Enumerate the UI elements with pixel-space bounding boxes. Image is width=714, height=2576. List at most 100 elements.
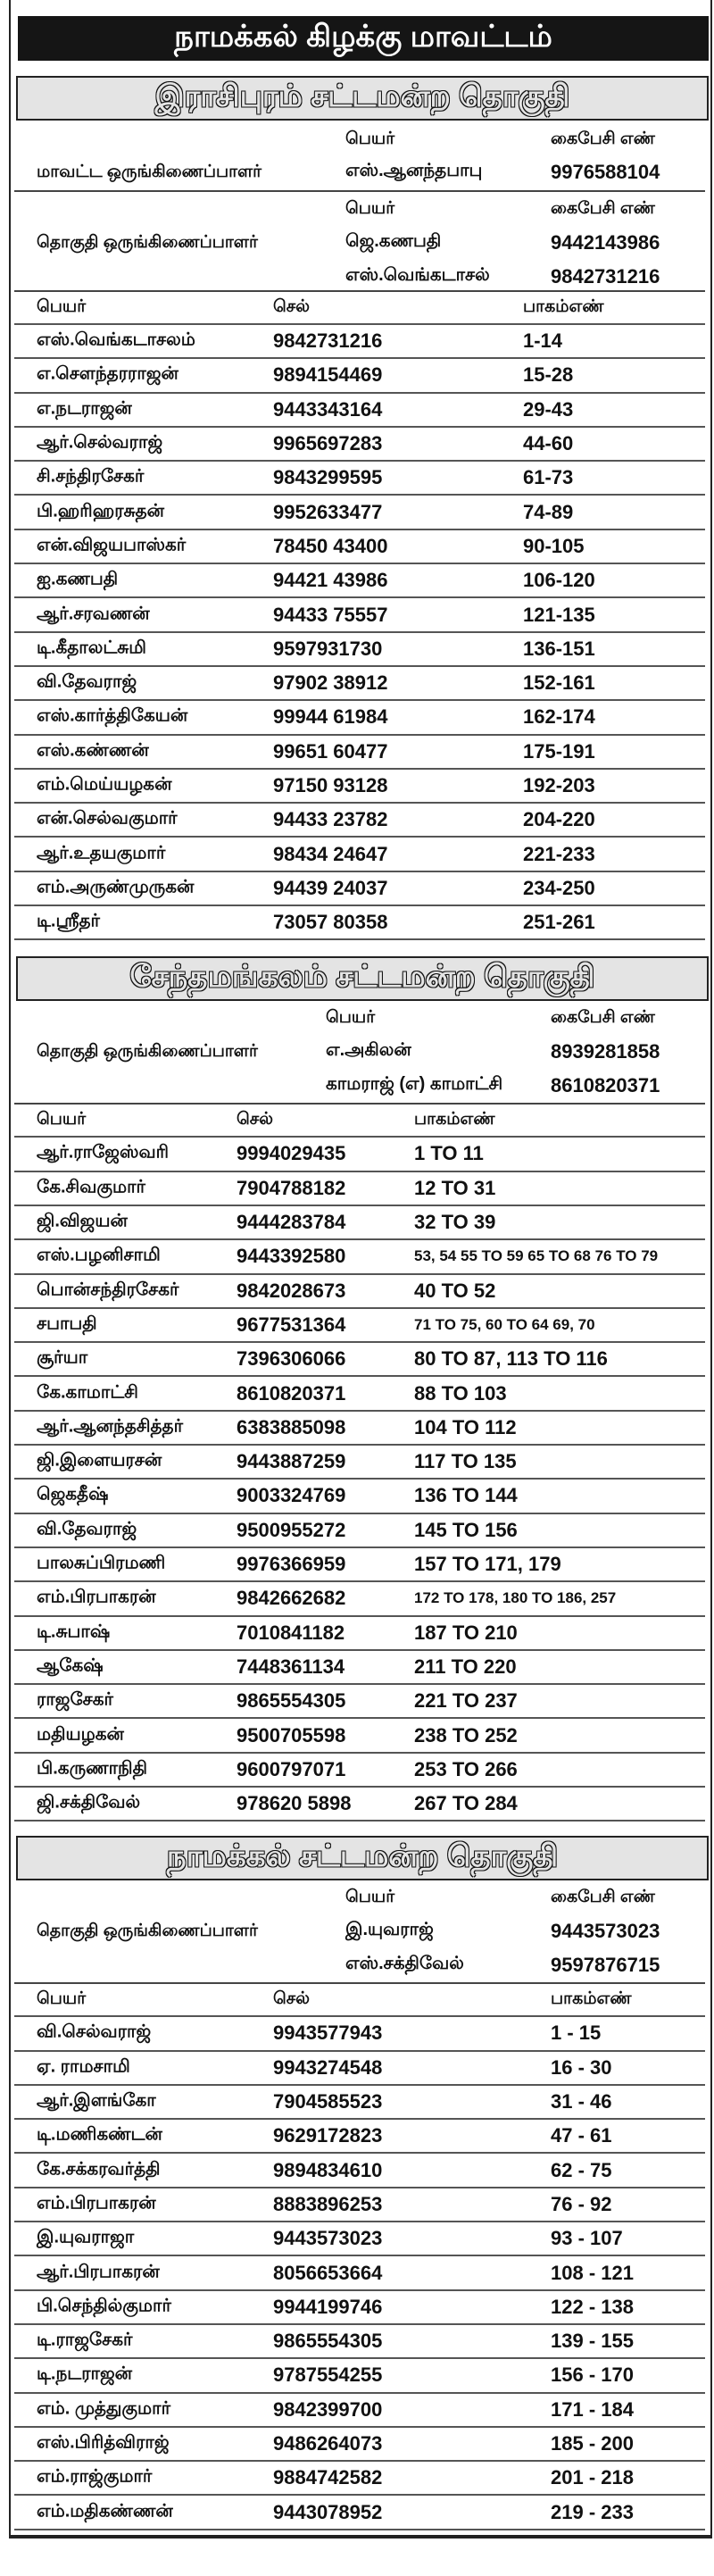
member-part-number: 221-233 <box>523 842 595 865</box>
coordinator-name: எஸ்.சக்திவேல் <box>345 1954 464 1974</box>
coordinator-role: தொகுதி ஒருங்கிணைப்பாளர் <box>37 233 258 252</box>
member-name: எஸ்.கண்ணன் <box>37 740 149 761</box>
member-part-number: 172 TO 178, 180 TO 186, 257 <box>414 1589 617 1607</box>
constituency-section: நாமக்கல் சட்டமன்ற தொகுதி பெயர் கைபேசி எண் த… <box>9 1836 714 2530</box>
member-name: பி.ஹரிஹரசுதன் <box>37 501 165 521</box>
member-part-number: 219 - 233 <box>551 2500 634 2523</box>
table-row: ஆர்.செல்வராஜ் 9965697283 44-60 <box>14 428 705 463</box>
member-name: சூர்யா <box>37 1347 88 1368</box>
member-name: வி.தேவராஜ் <box>37 671 137 692</box>
member-cell: 9943274548 <box>273 2055 383 2079</box>
member-cell: 9884742582 <box>273 2466 383 2489</box>
table-row: எஸ்.கண்ணன் 99651 60477 175-191 <box>14 736 705 770</box>
table-row: கே.சக்கரவர்த்தி 9894834610 62 - 75 <box>14 2154 705 2188</box>
member-part-number: 90-105 <box>523 534 585 557</box>
column-header-name: பெயர் <box>37 1109 87 1129</box>
member-name: ஆர்.உதயகுமார் <box>37 843 166 863</box>
member-cell: 8056653664 <box>273 2261 383 2284</box>
member-name: ஆர்.ராஜேஸ்வரி <box>37 1142 169 1163</box>
member-part-number: 234-250 <box>523 876 595 899</box>
member-part-number: 61-73 <box>523 466 574 489</box>
member-part-number: 156 - 170 <box>551 2363 634 2387</box>
member-name: கே.சக்கரவர்த்தி <box>37 2159 161 2180</box>
member-name: எம்.அருண்முருகன் <box>37 877 195 897</box>
member-part-number: 53, 54 55 TO 59 65 TO 68 76 TO 79 <box>414 1247 659 1265</box>
constituency-section: இராசிபுரம் சட்டமன்ற தொகுதி பெயர் கைபேசி எண… <box>9 76 714 941</box>
member-part-number: 171 - 184 <box>551 2397 634 2421</box>
member-part-number: 31 - 46 <box>551 2090 612 2113</box>
page-title: நாமக்கல் கிழக்கு மாவட்டம் <box>18 16 709 61</box>
column-header-part-no: பாகம்எண் <box>414 1109 495 1129</box>
member-cell: 99651 60477 <box>273 739 388 763</box>
coordinator-name: காமராஜ் (எ) காமாட்சி <box>326 1074 503 1095</box>
member-part-number: 185 - 200 <box>551 2431 634 2455</box>
table-row: பி.கருணாநிதி 9600797071 253 TO 266 <box>14 1754 705 1788</box>
column-header-name: பெயர் <box>37 296 87 316</box>
member-name: எம். முத்துகுமார் <box>37 2398 171 2419</box>
member-part-number: 211 TO 220 <box>414 1655 517 1678</box>
page-frame <box>9 0 712 2538</box>
coordinator-name: எ.அகிலன் <box>326 1040 411 1061</box>
member-cell: 9944199746 <box>273 2295 383 2318</box>
table-row: கே.சிவகுமார் 7904788182 12 TO 31 <box>14 1172 705 1206</box>
column-header-name: பெயர் <box>37 1988 87 2008</box>
member-cell: 94421 43986 <box>273 569 388 592</box>
member-part-number: 204-220 <box>523 808 595 831</box>
member-cell: 73057 80358 <box>273 911 388 934</box>
table-header: பெயர் செல் பாகம்எண் <box>14 292 705 325</box>
member-cell: 9865554305 <box>237 1689 346 1713</box>
member-name: டி.மணிகண்டன் <box>37 2124 162 2145</box>
member-part-number: 187 TO 210 <box>414 1621 518 1644</box>
member-cell: 9443392580 <box>237 1245 346 1268</box>
table-row: எஸ்.வெங்கடாசலம் 9842731216 1-14 <box>14 325 705 360</box>
member-cell: 7396306066 <box>237 1347 346 1371</box>
table-row: வி.செல்வராஜ் 9943577943 1 - 15 <box>14 2017 705 2052</box>
coordinator-role: தொகுதி ஒருங்கிணைப்பாளர் <box>37 1922 258 1941</box>
member-cell: 97902 38912 <box>273 671 388 695</box>
constituency-coordinators: பெயர் கைபேசி எண் தொகுதி ஒருங்கிணைப்பாளர் எ.… <box>14 1001 705 1105</box>
table-row: ஜி.விஜயன் 9444283784 32 TO 39 <box>14 1206 705 1241</box>
member-name: ஆர்.ஆனந்தசித்தர் <box>37 1416 184 1437</box>
table-row: ஆகேஷ் 7448361134 211 TO 220 <box>14 1651 705 1686</box>
table-row: கே.காமாட்சி 8610820371 88 TO 103 <box>14 1377 705 1412</box>
member-part-number: 62 - 75 <box>551 2158 612 2181</box>
coordinator-phone: 9597876715 <box>551 1954 660 1977</box>
column-header-cell: செல் <box>273 1988 311 2008</box>
table-row: பி.ஹரிஹரசுதன் 9952633477 74-89 <box>14 496 705 530</box>
member-name: ஜி.இளையரசன் <box>37 1450 162 1471</box>
member-cell: 9597931730 <box>273 637 383 660</box>
constituency-coordinators: பெயர் கைபேசி எண் தொகுதி ஒருங்கிணைப்பாளர் ஜெ… <box>14 192 705 292</box>
coordinator-phone: 9443573023 <box>551 1920 660 1943</box>
column-header-part-no: பாகம்எண் <box>523 296 604 316</box>
table-row: ஆர்.இளங்கோ 7904585523 31 - 46 <box>14 2086 705 2121</box>
member-name: பி.செந்தில்குமார் <box>37 2296 171 2316</box>
table-row: சபாபதி 9677531364 71 TO 75, 60 TO 64 69, 7… <box>14 1309 705 1344</box>
member-part-number: 1 - 15 <box>551 2022 602 2045</box>
member-part-number: 47 - 61 <box>551 2124 612 2147</box>
member-cell: 9500705598 <box>237 1723 346 1747</box>
table-row: சி.சந்திரசேகர் 9843299595 61-73 <box>14 462 705 496</box>
member-name: சி.சந்திரசேகர் <box>37 466 145 487</box>
member-name: வி.செல்வராஜ் <box>37 2022 152 2042</box>
table-row: எம்.மதிகண்ணன் 9443078952 219 - 233 <box>14 2496 705 2530</box>
member-name: வி.தேவராஜ் <box>37 1519 137 1539</box>
member-name: ஐ.கணபதி <box>37 569 119 589</box>
table-row: ஏ. ராமசாமி 9943274548 16 - 30 <box>14 2052 705 2086</box>
coordinator-phone: 8610820371 <box>551 1074 660 1097</box>
member-part-number: 88 TO 103 <box>414 1381 507 1405</box>
member-cell: 8883896253 <box>273 2192 383 2215</box>
coordinator-name: எஸ்.ஆனந்தபாபு <box>345 161 483 180</box>
coordinator-phone: 8939281858 <box>551 1040 660 1063</box>
member-part-number: 16 - 30 <box>551 2055 612 2079</box>
member-name: ஆர்.இளங்கோ <box>37 2090 156 2111</box>
member-name: ஆர்.சரவணன் <box>37 604 150 624</box>
member-cell: 7010841182 <box>237 1621 345 1644</box>
member-part-number: 40 TO 52 <box>414 1279 496 1302</box>
member-name: டி.கீதாலட்சுமி <box>37 638 146 658</box>
district-contact-list: நாமக்கல் கிழக்கு மாவட்டம் இராசிபுரம் சட்… <box>9 0 714 2530</box>
member-name: எம்.மெய்யழகன் <box>37 774 172 795</box>
column-header-part-no: பாகம்எண் <box>551 1988 632 2008</box>
section-heading: இராசிபுரம் சட்டமன்ற தொகுதி <box>16 76 709 121</box>
member-cell: 99944 61984 <box>273 705 388 729</box>
name-header: பெயர் <box>345 1888 395 1907</box>
